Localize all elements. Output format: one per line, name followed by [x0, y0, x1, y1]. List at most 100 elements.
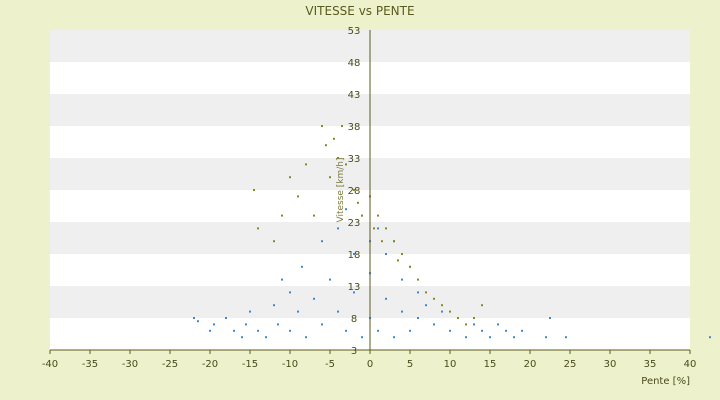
data-point: [425, 304, 427, 307]
data-point: [213, 323, 215, 326]
data-point: [425, 291, 427, 294]
data-point: [709, 336, 711, 339]
data-point: [353, 189, 355, 191]
data-point: [361, 214, 363, 217]
x-tick-label: 30: [604, 359, 617, 370]
data-point: [321, 240, 323, 243]
x-tick-label: -40: [42, 359, 58, 370]
data-point: [505, 329, 507, 332]
data-point: [433, 297, 435, 300]
x-tick-labels: -40 -35 -30 -25 -20 -15 -10 -5 0 5 10 15 20 25 30 35 40: [42, 350, 697, 370]
y-axis-label: Vitesse [km/h]: [336, 157, 346, 222]
data-point: [305, 336, 307, 339]
data-point: [417, 291, 419, 294]
data-point: [321, 125, 323, 127]
x-tick-label: 20: [524, 359, 537, 370]
data-point: [473, 323, 475, 326]
data-point: [209, 329, 211, 332]
data-point: [197, 320, 199, 323]
data-point: [313, 297, 315, 300]
data-point: [393, 240, 395, 243]
data-point: [397, 259, 399, 262]
data-point: [329, 176, 331, 179]
y-tick-label: 43: [348, 90, 361, 101]
y-tick-label: 3: [351, 346, 357, 357]
data-point: [249, 310, 251, 313]
data-point: [333, 137, 335, 140]
data-point: [281, 278, 283, 281]
data-point: [337, 310, 339, 313]
data-point: [473, 317, 475, 319]
data-point: [449, 329, 451, 332]
data-point: [465, 323, 467, 326]
data-point: [401, 278, 403, 281]
data-point: [565, 336, 567, 339]
data-point: [297, 195, 299, 198]
data-point: [193, 317, 195, 319]
data-point: [409, 265, 411, 268]
data-point: [257, 329, 259, 332]
x-tick-label: -25: [162, 359, 178, 370]
data-point: [337, 227, 339, 230]
data-point: [401, 310, 403, 313]
data-point: [385, 253, 387, 255]
chart-title: VITESSE vs PENTE: [305, 4, 414, 18]
y-tick-label: 23: [348, 218, 361, 229]
data-point: [513, 336, 515, 339]
data-point: [281, 214, 283, 217]
data-point: [345, 163, 347, 166]
data-point: [433, 323, 435, 326]
data-point: [329, 278, 331, 281]
data-point: [549, 317, 551, 319]
y-tick-label: 28: [348, 186, 361, 197]
data-point: [377, 214, 379, 217]
data-point: [241, 336, 243, 339]
data-point: [225, 317, 227, 319]
data-point: [341, 125, 343, 127]
y-tick-label: 53: [348, 26, 361, 37]
data-point: [345, 208, 347, 211]
data-point: [321, 323, 323, 326]
x-tick-label: -15: [242, 359, 258, 370]
data-point: [325, 144, 327, 147]
x-tick-label: 5: [407, 359, 413, 370]
data-point: [417, 317, 419, 319]
x-tick-label: 40: [684, 359, 697, 370]
data-point: [257, 227, 259, 230]
x-axis-label: Pente [%]: [641, 376, 690, 387]
y-tick-label: 48: [348, 58, 361, 69]
data-point: [305, 163, 307, 166]
x-tick-label: -5: [325, 359, 335, 370]
x-tick-label: -35: [82, 359, 98, 370]
data-point: [297, 310, 299, 313]
x-tick-label: 15: [484, 359, 497, 370]
data-point: [337, 157, 339, 159]
data-point: [457, 317, 459, 319]
data-point: [233, 329, 235, 332]
data-point: [289, 329, 291, 332]
data-point: [521, 329, 523, 332]
x-tick-label: -10: [282, 359, 298, 370]
data-point: [277, 323, 279, 326]
x-tick-label: 25: [564, 359, 577, 370]
data-point: [245, 323, 247, 326]
data-point: [289, 291, 291, 294]
data-point: [345, 329, 347, 332]
data-point: [357, 201, 359, 204]
data-point: [545, 336, 547, 339]
y-tick-label: 18: [348, 250, 361, 261]
data-point: [409, 329, 411, 332]
data-point: [289, 176, 291, 179]
data-point: [481, 304, 483, 307]
x-tick-label: 0: [367, 359, 373, 370]
data-point: [401, 253, 403, 255]
y-tick-label: 8: [351, 314, 357, 325]
data-point: [449, 310, 451, 313]
data-point: [313, 214, 315, 217]
x-tick-label: 10: [444, 359, 457, 370]
data-point: [385, 297, 387, 300]
data-point: [353, 253, 355, 255]
data-point: [385, 227, 387, 230]
